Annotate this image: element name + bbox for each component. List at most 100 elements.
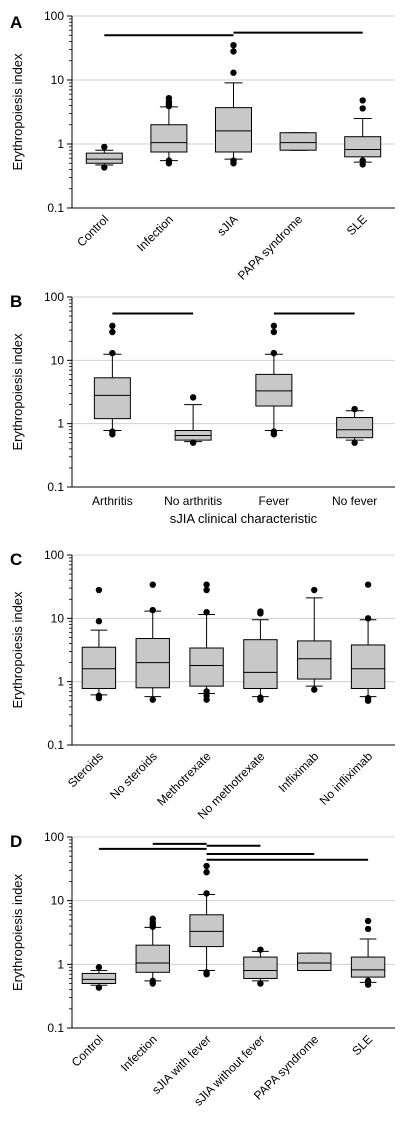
x-tick-label: Methotrexate <box>154 749 214 809</box>
outlier-point <box>109 428 116 435</box>
outlier-point <box>230 69 237 76</box>
box-5 <box>344 97 382 168</box>
outlier-point <box>311 586 318 594</box>
box-3 <box>189 862 224 978</box>
box-body <box>81 972 117 984</box>
y-tick-label: 100 <box>44 548 64 562</box>
outlier-point <box>109 322 116 330</box>
outlier-point <box>257 946 264 953</box>
panel-label: D <box>10 832 22 851</box>
outlier-point <box>109 349 116 357</box>
x-tick-label: Infection <box>134 212 176 254</box>
outlier-point <box>257 694 264 701</box>
box-body <box>243 956 278 979</box>
x-tick-label: No arthritis <box>164 494 222 508</box>
outlier-point <box>203 890 210 897</box>
outlier-point <box>364 925 372 933</box>
outlier-point <box>203 581 210 588</box>
box-1 <box>85 143 123 171</box>
outlier-point <box>311 686 318 693</box>
y-tick-label: 0.1 <box>47 201 64 215</box>
y-tick-label: 1 <box>57 957 64 971</box>
box-1 <box>81 964 117 991</box>
x-tick-label: Arthritis <box>92 494 133 508</box>
outlier-point <box>257 980 264 987</box>
box-body <box>150 124 188 153</box>
box-1 <box>93 322 131 438</box>
outlier-point <box>189 439 197 446</box>
box-6 <box>350 917 386 988</box>
outlier-point <box>109 328 116 336</box>
outlier-point <box>149 696 156 703</box>
outlier-point <box>203 868 210 876</box>
box-body <box>93 377 131 420</box>
outlier-point <box>203 608 210 616</box>
panel-d: D 0.1 1 10 100 Erythropoiesis index Control Inf… <box>10 830 395 1109</box>
box-body <box>135 638 170 689</box>
x-axis-title: sJIA clinical characteristic <box>170 511 318 526</box>
x-tick-label: PAPA syndrome <box>235 212 306 283</box>
y-axis-title: Erythropoiesis index <box>10 53 25 171</box>
outlier-point <box>165 94 173 102</box>
y-tick-label: 100 <box>44 830 64 844</box>
x-tick-label: SLE <box>349 1032 375 1058</box>
outlier-point <box>351 439 358 446</box>
box-2 <box>135 581 170 703</box>
outlier-point <box>230 48 237 55</box>
outlier-point <box>364 977 372 985</box>
outlier-point <box>364 694 372 702</box>
box-6 <box>350 581 386 704</box>
outlier-point <box>359 157 366 164</box>
box-2 <box>135 915 170 987</box>
box-body <box>85 152 123 164</box>
outlier-point <box>95 964 103 971</box>
box-body <box>189 647 224 687</box>
outlier-point <box>203 586 210 594</box>
box-body <box>350 956 386 978</box>
y-tick-label: 100 <box>44 9 64 23</box>
outlier-point <box>270 322 278 330</box>
x-tick-label: No steroids <box>107 749 160 802</box>
box-body <box>255 373 293 407</box>
outlier-point <box>230 157 237 164</box>
outlier-point <box>257 608 264 615</box>
x-tick-label: Steroids <box>65 749 106 790</box>
box-5 <box>297 952 332 972</box>
outlier-point <box>359 105 366 112</box>
x-tick-label: SLE <box>344 212 370 238</box>
outlier-point <box>189 394 197 401</box>
y-tick-label: 1 <box>57 675 64 689</box>
x-tick-label: No fever <box>332 494 377 508</box>
y-tick-label: 1 <box>57 137 64 151</box>
y-axis-title: Erythropoiesis index <box>10 333 25 451</box>
box-body <box>297 952 332 972</box>
y-tick-label: 10 <box>51 611 65 625</box>
y-tick-label: 0.1 <box>47 1021 64 1035</box>
box-2 <box>174 394 212 446</box>
box-body <box>81 646 117 690</box>
box-body <box>189 914 224 948</box>
x-tick-label: Fever <box>259 494 290 508</box>
box-1 <box>81 586 117 702</box>
panel-label: B <box>10 292 22 311</box>
box-4 <box>243 608 278 703</box>
box-body <box>135 944 170 973</box>
box-body <box>297 640 332 680</box>
box-4 <box>336 405 374 446</box>
y-tick-label: 0.1 <box>47 738 64 752</box>
outlier-point <box>95 586 103 594</box>
x-tick-label: Infliximab <box>276 749 322 795</box>
x-tick-label: Control <box>74 212 111 249</box>
box-4 <box>243 946 278 987</box>
x-tick-label: sJIA <box>214 212 240 238</box>
outlier-point <box>203 688 210 695</box>
outlier-point <box>351 405 358 413</box>
box-body <box>243 639 278 690</box>
y-axis-title: Erythropoiesis index <box>10 591 25 709</box>
outlier-point <box>364 581 372 588</box>
box-body <box>336 417 374 439</box>
outlier-point <box>203 969 210 976</box>
outlier-point <box>270 428 278 435</box>
